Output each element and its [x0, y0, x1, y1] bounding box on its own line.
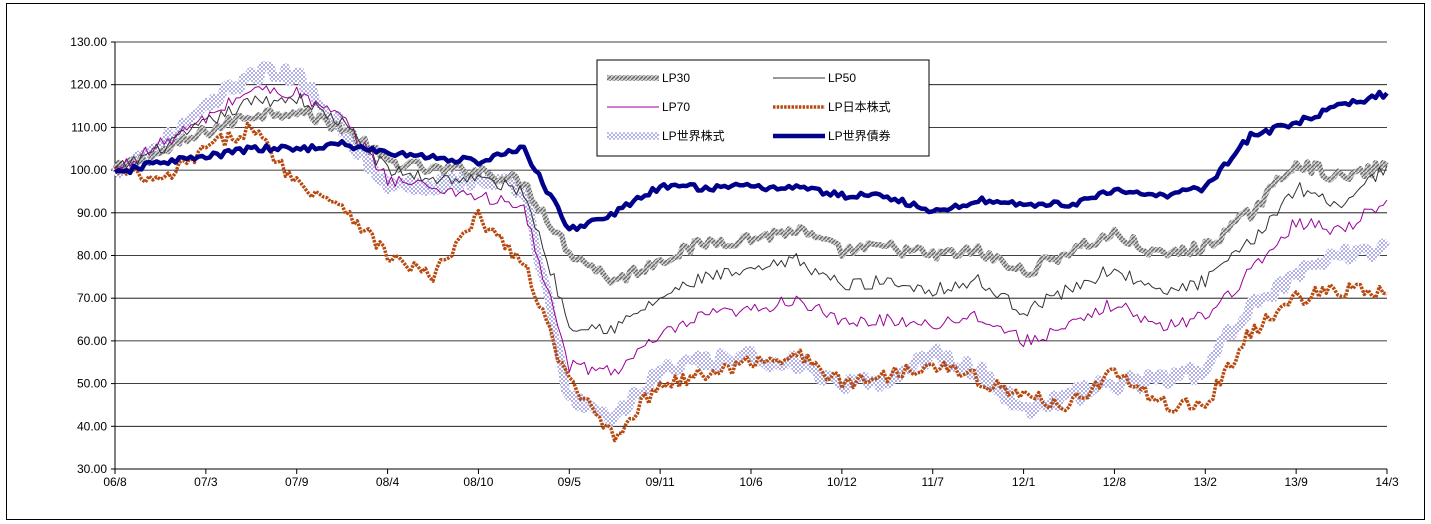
x-tick-label: 13/2: [1194, 475, 1218, 489]
series-line-2: [114, 85, 1388, 376]
y-tick-label: 50.00: [77, 377, 107, 391]
legend-label-4: LP世界株式: [662, 128, 725, 143]
series-line-0: [112, 105, 1389, 286]
x-tick-label: 07/9: [285, 475, 309, 489]
x-tick-label: 08/4: [376, 475, 400, 489]
y-tick-label: 90.00: [77, 206, 107, 220]
y-tick-label: 80.00: [77, 249, 107, 263]
x-tick-label: 10/6: [739, 475, 763, 489]
x-tick-labels: 06/8 07/3 07/9 08/4 08/10 09/5 09/11 10/6 10/12 1…: [103, 475, 1399, 489]
x-tick-label: 11/7: [921, 475, 944, 489]
y-tick-label: 110.00: [71, 120, 107, 134]
y-tick-label: 60.00: [77, 334, 107, 348]
y-tick-label: 120.00: [70, 78, 107, 92]
axes: [111, 41, 1388, 474]
x-tick-label: 07/3: [194, 475, 218, 489]
legend: LP30 LP50 LP70 LP日本株式 LP世界株式 LP世界債券: [596, 59, 930, 157]
legend-label-5: LP世界債券: [828, 128, 891, 143]
y-tick-label: 30.00: [77, 462, 107, 476]
series-line-3: [113, 121, 1388, 443]
x-tick-label: 10/12: [827, 475, 857, 489]
legend-label-3: LP日本株式: [828, 99, 891, 114]
x-tick-label: 09/11: [646, 475, 675, 489]
legend-label-0: LP30: [662, 71, 690, 85]
y-tick-labels: 130.00 120.00 110.00 100.00 90.00 80.00 70.00 6…: [70, 35, 107, 476]
y-tick-label: 40.00: [77, 419, 107, 433]
y-tick-label: 70.00: [77, 291, 107, 305]
x-tick-label: 12/8: [1103, 475, 1127, 489]
x-tick-label: 13/9: [1284, 475, 1308, 489]
x-tick-label: 12/1: [1012, 475, 1036, 489]
y-tick-label: 100.00: [70, 163, 107, 177]
chart-frame: 130.00 120.00 110.00 100.00 90.00 80.00 70.00 6…: [6, 3, 1425, 520]
x-tick-label: 08/10: [463, 475, 493, 489]
series-line-5: [113, 89, 1389, 233]
legend-label-2: LP70: [662, 100, 690, 114]
x-tick-label: 06/8: [103, 475, 127, 489]
series-lines: [110, 61, 1391, 443]
line-chart: 130.00 120.00 110.00 100.00 90.00 80.00 70.00 6…: [70, 35, 1399, 489]
x-tick-label: 09/5: [558, 475, 582, 489]
y-tick-label: 130.00: [70, 35, 107, 49]
series-line-1: [114, 93, 1388, 335]
x-tick-label: 14/3: [1375, 475, 1399, 489]
legend-label-1: LP50: [828, 71, 856, 85]
